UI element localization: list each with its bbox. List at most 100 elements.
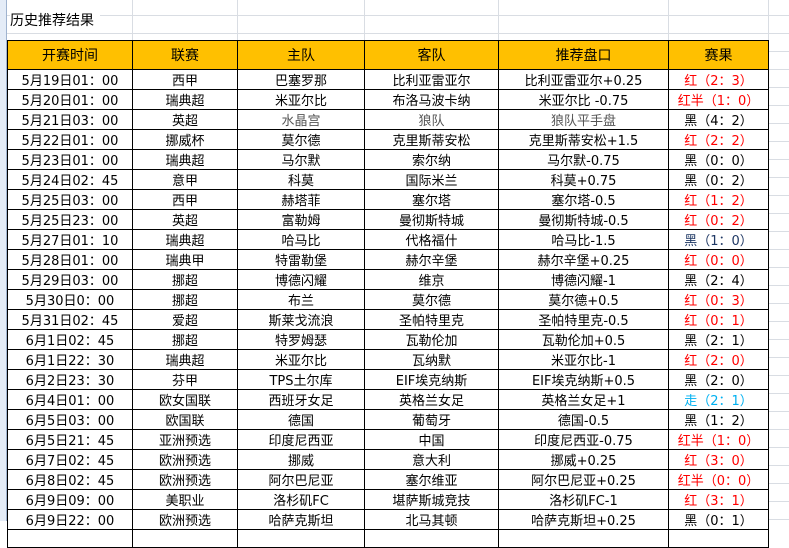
cell-time[interactable]: 5月30日0：00 <box>7 289 133 310</box>
cell-league[interactable]: 爱超 <box>132 309 238 330</box>
cell-result[interactable]: 红（2：0） <box>668 349 769 370</box>
cell-time[interactable]: 6月4日01：00 <box>7 389 133 410</box>
cell-league[interactable]: 瑞典超 <box>132 149 238 170</box>
header-result[interactable]: 赛果 <box>668 40 769 70</box>
empty-cell[interactable] <box>668 529 769 548</box>
cell-result[interactable]: 黑（0：1） <box>668 509 769 530</box>
cell-home[interactable]: 阿尔巴尼亚 <box>237 469 365 490</box>
header-away[interactable]: 客队 <box>364 40 499 70</box>
cell-league[interactable]: 英超 <box>132 109 238 130</box>
cell-home[interactable]: 巴塞罗那 <box>237 69 365 90</box>
cell-league[interactable]: 瑞典超 <box>132 349 238 370</box>
cell-away[interactable]: EIF埃克纳斯 <box>364 369 499 390</box>
cell-result[interactable]: 红（0：0） <box>668 249 769 270</box>
cell-result[interactable]: 黑（2：1） <box>668 329 769 350</box>
cell-away[interactable]: 狼队 <box>364 109 499 130</box>
cell-league[interactable]: 芬甲 <box>132 369 238 390</box>
cell-home[interactable]: 米亚尔比 <box>237 89 365 110</box>
cell-home[interactable]: 富勒姆 <box>237 209 365 230</box>
cell-time[interactable]: 6月1日22：30 <box>7 349 133 370</box>
cell-league[interactable]: 欧女国联 <box>132 389 238 410</box>
cell-pick[interactable]: 阿尔巴尼亚+0.25 <box>498 469 669 490</box>
cell-time[interactable]: 5月29日03：00 <box>7 269 133 290</box>
cell-league[interactable]: 欧洲预选 <box>132 509 238 530</box>
cell-pick[interactable]: 莫尔德+0.5 <box>498 289 669 310</box>
header-time[interactable]: 开赛时间 <box>7 40 133 70</box>
empty-cell[interactable] <box>364 529 499 548</box>
cell-result[interactable]: 红（1：2） <box>668 189 769 210</box>
cell-home[interactable]: TPS土尔库 <box>237 369 365 390</box>
cell-away[interactable]: 曼彻斯特城 <box>364 209 499 230</box>
cell-home[interactable]: 水晶宫 <box>237 109 365 130</box>
cell-result[interactable]: 黑（4：2） <box>668 109 769 130</box>
cell-time[interactable]: 5月19日01：00 <box>7 69 133 90</box>
cell-away[interactable]: 国际米兰 <box>364 169 499 190</box>
cell-time[interactable]: 5月20日01：00 <box>7 89 133 110</box>
cell-pick[interactable]: 比利亚雷亚尔+0.25 <box>498 69 669 90</box>
cell-home[interactable]: 挪威 <box>237 449 365 470</box>
cell-time[interactable]: 6月2日23：30 <box>7 369 133 390</box>
cell-home[interactable]: 哈萨克斯坦 <box>237 509 365 530</box>
cell-home[interactable]: 赫塔菲 <box>237 189 365 210</box>
cell-home[interactable]: 博德闪耀 <box>237 269 365 290</box>
cell-time[interactable]: 5月23日01：00 <box>7 149 133 170</box>
cell-time[interactable]: 6月8日02：45 <box>7 469 133 490</box>
sheet-title[interactable]: 历史推荐结果 <box>10 10 100 30</box>
cell-home[interactable]: 西班牙女足 <box>237 389 365 410</box>
cell-result[interactable]: 红（0：3） <box>668 289 769 310</box>
cell-result[interactable]: 黑（2：0） <box>668 369 769 390</box>
cell-away[interactable]: 布洛马波卡纳 <box>364 89 499 110</box>
cell-time[interactable]: 5月25日03：00 <box>7 189 133 210</box>
cell-home[interactable]: 莫尔德 <box>237 129 365 150</box>
cell-pick[interactable]: 赫尔辛堡+0.25 <box>498 249 669 270</box>
cell-result[interactable]: 黑（1：0） <box>668 229 769 250</box>
cell-result[interactable]: 红（0：1） <box>668 309 769 330</box>
cell-away[interactable]: 葡萄牙 <box>364 409 499 430</box>
cell-pick[interactable]: 曼彻斯特城-0.5 <box>498 209 669 230</box>
cell-pick[interactable]: 狼队平手盘 <box>498 109 669 130</box>
cell-away[interactable]: 堪萨斯城竞技 <box>364 489 499 510</box>
cell-pick[interactable]: 哈马比-1.5 <box>498 229 669 250</box>
cell-away[interactable]: 塞尔塔 <box>364 189 499 210</box>
cell-result[interactable]: 走（2：1） <box>668 389 769 410</box>
cell-league[interactable]: 挪超 <box>132 289 238 310</box>
empty-cell[interactable] <box>498 529 669 548</box>
cell-league[interactable]: 西甲 <box>132 69 238 90</box>
cell-away[interactable]: 意大利 <box>364 449 499 470</box>
header-pick[interactable]: 推荐盘口 <box>498 40 669 70</box>
cell-home[interactable]: 德国 <box>237 409 365 430</box>
cell-time[interactable]: 6月5日21：45 <box>7 429 133 450</box>
cell-result[interactable]: 红（2：3） <box>668 69 769 90</box>
cell-home[interactable]: 洛杉矶FC <box>237 489 365 510</box>
cell-away[interactable]: 塞尔维亚 <box>364 469 499 490</box>
cell-away[interactable]: 北马其顿 <box>364 509 499 530</box>
cell-result[interactable]: 红（3：0） <box>668 449 769 470</box>
cell-pick[interactable]: 塞尔塔-0.5 <box>498 189 669 210</box>
cell-time[interactable]: 6月9日09：00 <box>7 489 133 510</box>
cell-time[interactable]: 6月9日22：00 <box>7 509 133 530</box>
cell-away[interactable]: 克里斯蒂安松 <box>364 129 499 150</box>
cell-league[interactable]: 瑞典超 <box>132 229 238 250</box>
cell-time[interactable]: 5月27日01：10 <box>7 229 133 250</box>
cell-home[interactable]: 马尔默 <box>237 149 365 170</box>
cell-result[interactable]: 黑（1：2） <box>668 409 769 430</box>
cell-pick[interactable]: 克里斯蒂安松+1.5 <box>498 129 669 150</box>
cell-away[interactable]: 圣帕特里克 <box>364 309 499 330</box>
cell-away[interactable]: 莫尔德 <box>364 289 499 310</box>
cell-away[interactable]: 瓦勒伦加 <box>364 329 499 350</box>
cell-league[interactable]: 瑞典甲 <box>132 249 238 270</box>
cell-pick[interactable]: 挪威+0.25 <box>498 449 669 470</box>
cell-league[interactable]: 挪超 <box>132 269 238 290</box>
cell-home[interactable]: 科莫 <box>237 169 365 190</box>
cell-pick[interactable]: 英格兰女足+1 <box>498 389 669 410</box>
cell-home[interactable]: 特雷勒堡 <box>237 249 365 270</box>
cell-time[interactable]: 5月21日03：00 <box>7 109 133 130</box>
cell-pick[interactable]: 圣帕特里克-0.5 <box>498 309 669 330</box>
cell-home[interactable]: 特罗姆瑟 <box>237 329 365 350</box>
cell-pick[interactable]: 瓦勒伦加+0.5 <box>498 329 669 350</box>
cell-away[interactable]: 英格兰女足 <box>364 389 499 410</box>
cell-league[interactable]: 欧洲预选 <box>132 449 238 470</box>
empty-cell[interactable] <box>7 529 133 548</box>
cell-pick[interactable]: EIF埃克纳斯+0.5 <box>498 369 669 390</box>
cell-away[interactable]: 瓦纳默 <box>364 349 499 370</box>
